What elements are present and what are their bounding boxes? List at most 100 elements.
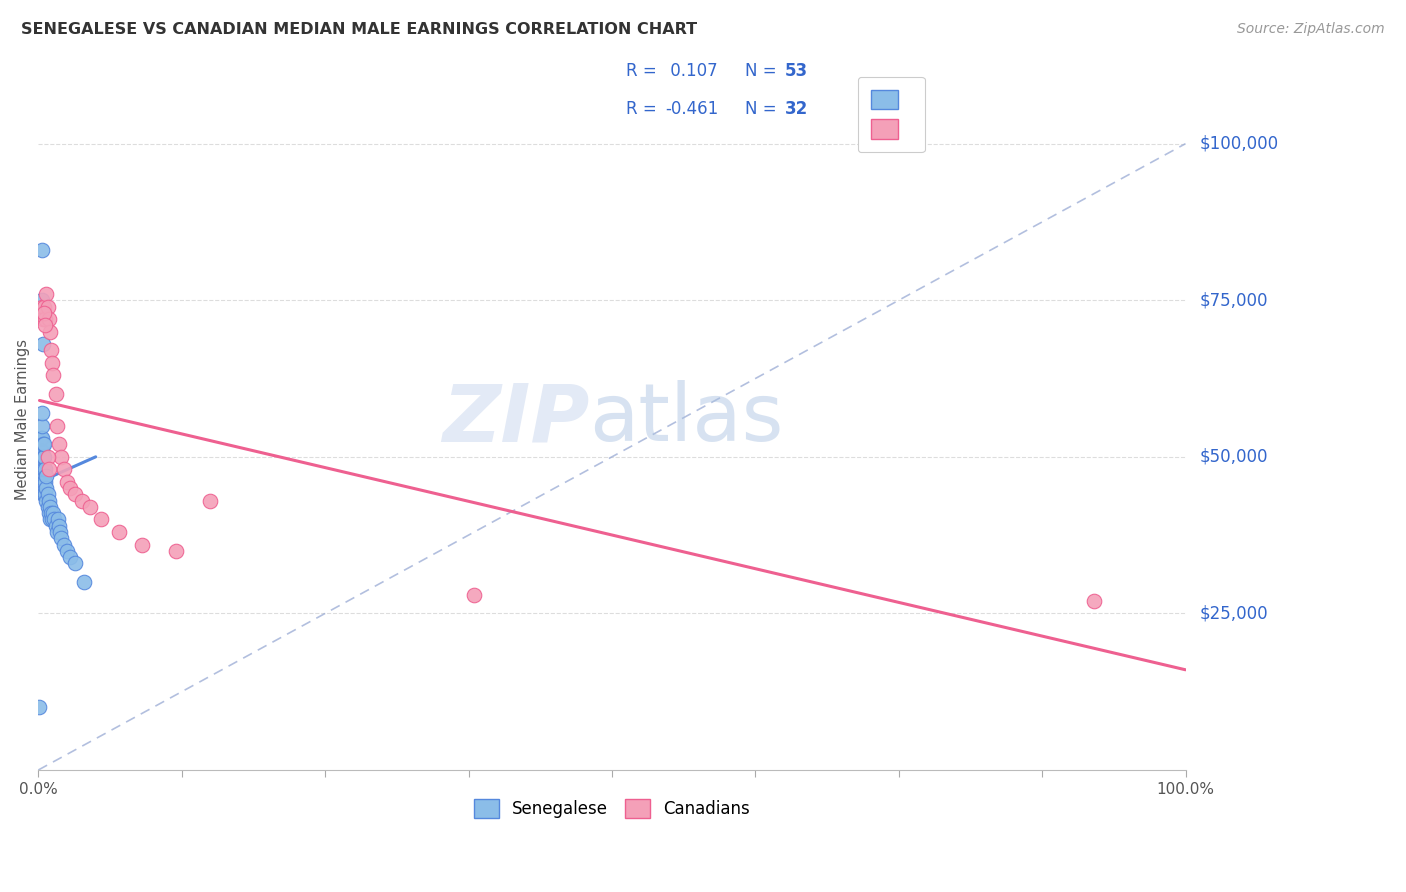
Point <box>32 475 55 489</box>
Point <box>200 493 222 508</box>
Point <box>38 493 60 508</box>
Point <box>48 518 70 533</box>
Point <box>59 549 82 564</box>
Point <box>79 500 101 514</box>
Legend: Senegalese, Canadians: Senegalese, Canadians <box>467 792 756 825</box>
Point <box>38 312 60 326</box>
Text: N =: N = <box>745 100 782 118</box>
Point <box>34 312 56 326</box>
Point <box>32 337 55 351</box>
Point <box>165 543 187 558</box>
Point <box>34 487 56 501</box>
Point <box>45 524 67 539</box>
Text: R =: R = <box>626 100 662 118</box>
Point <box>31 306 53 320</box>
Point <box>31 456 53 470</box>
Point <box>35 493 58 508</box>
Point <box>131 537 153 551</box>
Point <box>34 475 56 489</box>
Point <box>44 512 66 526</box>
Point <box>107 524 129 539</box>
Point <box>45 418 67 433</box>
Point <box>41 356 63 370</box>
Point <box>56 475 79 489</box>
Point <box>42 368 65 383</box>
Point <box>38 462 60 476</box>
Point <box>31 418 53 433</box>
Point <box>30 443 52 458</box>
Point <box>30 431 52 445</box>
Point <box>32 450 55 464</box>
Text: 32: 32 <box>785 100 808 118</box>
Point <box>38 506 60 520</box>
Point <box>32 437 55 451</box>
Point <box>52 462 75 476</box>
Point <box>70 493 93 508</box>
Point <box>35 468 58 483</box>
Point <box>34 318 56 333</box>
Point <box>28 700 51 714</box>
Text: atlas: atlas <box>589 380 783 458</box>
Point <box>31 481 53 495</box>
Point <box>32 437 55 451</box>
Point <box>35 287 58 301</box>
Point <box>463 588 485 602</box>
Point <box>48 437 70 451</box>
Point <box>38 500 60 514</box>
Point <box>32 300 55 314</box>
Point <box>41 512 63 526</box>
Text: ZIP: ZIP <box>441 380 589 458</box>
Text: $50,000: $50,000 <box>1199 448 1268 466</box>
Text: SENEGALESE VS CANADIAN MEDIAN MALE EARNINGS CORRELATION CHART: SENEGALESE VS CANADIAN MEDIAN MALE EARNI… <box>21 22 697 37</box>
Point <box>31 243 53 257</box>
Point <box>32 462 55 476</box>
Point <box>39 343 62 358</box>
Point <box>63 487 86 501</box>
Point <box>49 524 72 539</box>
Point <box>59 481 82 495</box>
Point <box>32 312 55 326</box>
Text: $25,000: $25,000 <box>1199 605 1268 623</box>
Point <box>52 537 75 551</box>
Y-axis label: Median Male Earnings: Median Male Earnings <box>15 339 30 500</box>
Point <box>31 293 53 308</box>
Text: -0.461: -0.461 <box>665 100 718 118</box>
Point <box>37 300 59 314</box>
Point <box>42 506 65 520</box>
Point <box>32 475 55 489</box>
Point <box>51 450 73 464</box>
Point <box>31 468 53 483</box>
Point <box>37 450 59 464</box>
Point <box>1083 594 1105 608</box>
Point <box>56 543 79 558</box>
Text: N =: N = <box>745 62 782 80</box>
Point <box>63 557 86 571</box>
Point <box>31 431 53 445</box>
Point <box>37 500 59 514</box>
Point <box>39 506 62 520</box>
Point <box>30 468 52 483</box>
Point <box>31 300 53 314</box>
Point <box>32 462 55 476</box>
Point <box>32 306 55 320</box>
Point <box>51 531 73 545</box>
Text: Source: ZipAtlas.com: Source: ZipAtlas.com <box>1237 22 1385 37</box>
Point <box>32 487 55 501</box>
Point <box>38 512 60 526</box>
Point <box>31 443 53 458</box>
Text: 53: 53 <box>785 62 807 80</box>
Point <box>38 325 60 339</box>
Text: $100,000: $100,000 <box>1199 135 1278 153</box>
Text: 0.107: 0.107 <box>665 62 717 80</box>
Text: $75,000: $75,000 <box>1199 292 1268 310</box>
Point <box>32 450 55 464</box>
Point <box>90 512 112 526</box>
Text: R =: R = <box>626 62 662 80</box>
Point <box>45 387 67 401</box>
Point <box>35 481 58 495</box>
Point <box>45 518 67 533</box>
Point <box>30 456 52 470</box>
Point <box>46 512 69 526</box>
Point <box>37 487 59 501</box>
Point <box>32 487 55 501</box>
